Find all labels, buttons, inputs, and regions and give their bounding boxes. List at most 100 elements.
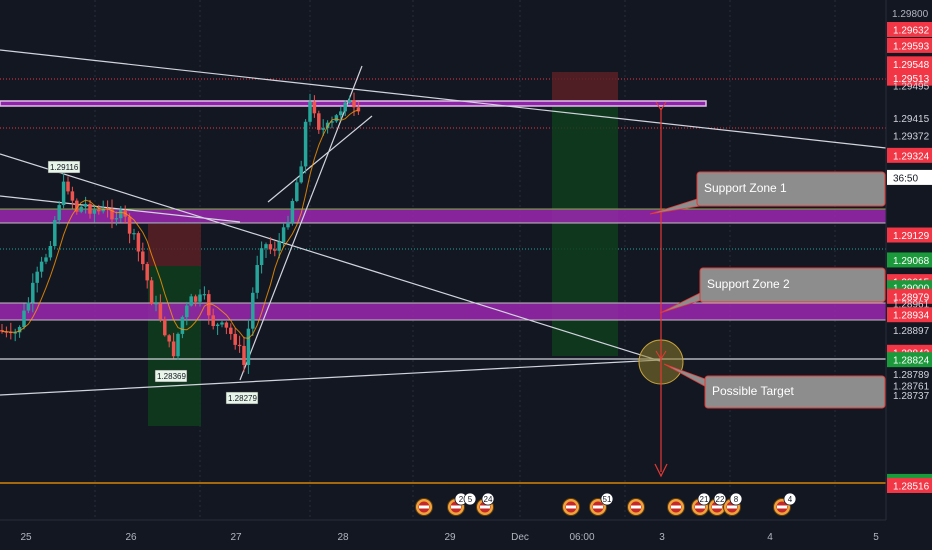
candle-body	[132, 233, 136, 235]
event-flag-stripe	[451, 505, 461, 509]
candle-body	[57, 205, 61, 221]
price-label: 36:50	[893, 173, 918, 184]
candle-body	[158, 303, 163, 320]
candle-body	[259, 248, 264, 266]
candle-body	[61, 181, 66, 206]
callout-support-zone-1[interactable]: Support Zone 1	[649, 171, 886, 215]
event-flag-stripe	[671, 505, 681, 509]
candle-body	[110, 208, 114, 220]
price-label: 1.28824	[893, 356, 930, 367]
event-count-text: 5	[468, 495, 473, 504]
candle-body	[4, 331, 9, 333]
price-label: 1.29632	[893, 26, 930, 37]
candle-body	[185, 305, 189, 318]
descending-trendline-mid	[0, 153, 661, 362]
candle-body	[171, 341, 176, 357]
candle-body	[281, 227, 286, 243]
candle-body	[286, 222, 290, 228]
candle-body	[97, 209, 101, 212]
price-label-bg	[887, 307, 932, 323]
price-label: 1.28516	[893, 482, 930, 493]
time-label: 27	[230, 532, 242, 543]
candle-body	[290, 200, 295, 223]
price-label-bg	[887, 288, 932, 304]
callout-possible-target-box	[704, 375, 886, 409]
event-count-text: 21	[700, 495, 709, 504]
price-label: 1.29513	[893, 74, 930, 85]
candle-body	[198, 294, 202, 302]
candle-body	[273, 249, 277, 251]
price-label: 1.29548	[893, 60, 930, 71]
candle-body	[149, 280, 154, 304]
event-count-badge	[697, 492, 711, 506]
candle-body	[70, 191, 75, 201]
stop-loss-box-right	[552, 72, 618, 104]
candle-body	[127, 216, 132, 234]
candle-body	[312, 101, 317, 114]
time-label: 28	[337, 532, 349, 543]
stop-loss-box-left	[148, 224, 201, 266]
candle-body	[66, 181, 70, 192]
event-flag-stripe	[727, 505, 737, 509]
price-label-bg	[887, 22, 932, 37]
price-label-bg	[887, 37, 932, 53]
candle-body	[154, 303, 158, 305]
candle-body	[13, 332, 17, 334]
event-count-text: 22	[716, 495, 725, 504]
event-flag-stripe	[712, 505, 722, 509]
candle-body	[35, 271, 39, 283]
price-label: 1.28737	[893, 391, 930, 402]
price-label-bg	[887, 478, 932, 493]
event-count-badge	[463, 492, 477, 506]
candle-body	[242, 345, 246, 365]
candle-body	[215, 324, 220, 327]
candle-body	[347, 100, 352, 103]
candle-body	[114, 218, 119, 220]
candle-body	[299, 166, 303, 183]
price-axis-labels: 1.296321.295931.295481.295181.295131.294…	[887, 22, 932, 493]
price-label: 1.29324	[893, 151, 930, 162]
callout-possible-target[interactable]: Possible Target	[663, 363, 886, 409]
candle-body	[229, 327, 233, 334]
candle-body	[237, 344, 242, 347]
candle-body	[303, 121, 308, 167]
support-zone-2[interactable]	[0, 303, 886, 320]
callout-support-zone-2[interactable]: Support Zone 2	[659, 267, 886, 314]
candle-body	[339, 111, 343, 116]
descending-trendline-top	[0, 49, 887, 149]
candle-body	[321, 128, 325, 130]
event-count-badge	[481, 492, 495, 506]
descending-trendline-small	[0, 195, 241, 223]
candle-body	[233, 333, 237, 345]
price-tag-low-2: 1.28279	[225, 391, 259, 405]
candle-body	[220, 322, 224, 325]
support-zone-1[interactable]	[0, 209, 886, 223]
candle-body	[88, 203, 92, 214]
time-label: 3	[659, 532, 665, 543]
candle-body	[189, 296, 193, 306]
economic-events-row[interactable]: 2 5 24 51 21 22 8 4	[415, 492, 797, 516]
candle-body	[308, 101, 312, 122]
candle-body	[145, 264, 149, 281]
candle-body	[255, 265, 259, 293]
candle-body	[119, 209, 123, 219]
candle-body	[26, 302, 31, 311]
candle-body	[22, 310, 26, 328]
moving-average-line	[1, 109, 359, 339]
candle-body	[343, 102, 347, 112]
candle-body	[44, 257, 48, 262]
callout-support-zone-2-text: Support Zone 2	[707, 277, 790, 291]
candle-body	[352, 100, 356, 108]
trend-lines[interactable]	[0, 49, 887, 396]
candle-body	[277, 242, 281, 251]
candle-body	[48, 245, 53, 258]
callout-support-zone-1-box	[696, 171, 886, 207]
event-count-text: 8	[734, 495, 739, 504]
mid-arrowhead	[655, 350, 667, 360]
event-flag-stripe	[695, 505, 705, 509]
event-count-text: 2	[459, 495, 464, 504]
candle-body	[356, 107, 361, 112]
price-label-bg	[887, 147, 932, 163]
time-axis-panel	[0, 520, 932, 550]
